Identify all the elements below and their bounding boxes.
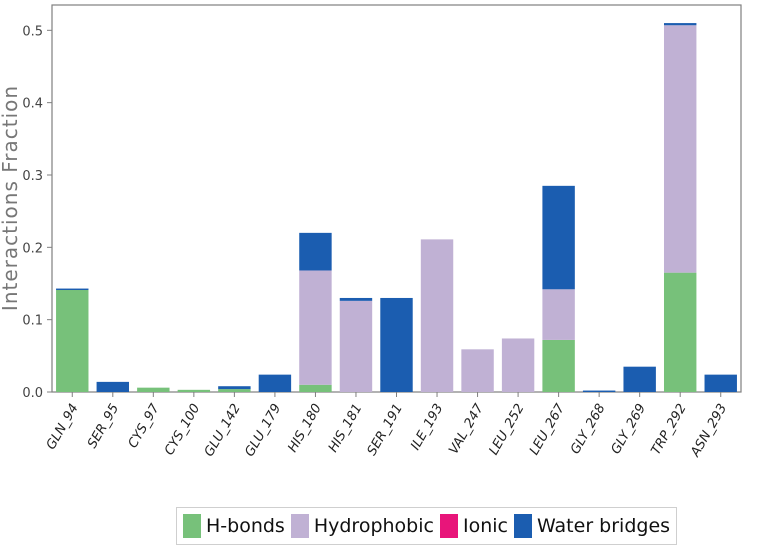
legend-item-water-bridges: Water bridges xyxy=(513,514,671,538)
legend-label-hydrophobic: Hydrophobic xyxy=(313,515,434,537)
bar-gln-94-h-bonds xyxy=(56,290,89,392)
bar-ile-193-hydrophobic xyxy=(420,239,454,392)
x-tick-label: ASN_293 xyxy=(688,402,731,461)
legend-item-hydrophobic: Hydrophobic xyxy=(290,514,434,538)
legend-swatch-water-bridges xyxy=(513,514,532,538)
bar-leu-267-hydrophobic xyxy=(542,289,575,340)
x-tick-label: CYS_97 xyxy=(126,401,164,451)
bar-gly-268-water-bridges xyxy=(582,390,616,392)
x-tick-label: GLN_94 xyxy=(44,402,82,453)
x-tick-label: LEU_267 xyxy=(527,401,568,458)
bar-his-180-water-bridges xyxy=(299,232,332,271)
bar-glu-142-h-bonds xyxy=(218,389,251,392)
y-tick-label: 0.5 xyxy=(22,24,43,39)
y-tick-label: 0.3 xyxy=(22,169,43,184)
y-tick-label: 0.1 xyxy=(22,314,43,329)
x-tick-label: GLY_269 xyxy=(608,402,649,457)
bar-trp-292-water-bridges xyxy=(663,23,697,26)
x-tick-label: TRP_292 xyxy=(649,402,690,458)
bar-asn-293-water-bridges xyxy=(704,374,737,392)
legend-label-hbonds: H-bonds xyxy=(206,515,285,537)
bar-ser-95-water-bridges xyxy=(96,381,130,392)
bar-his-180-h-bonds xyxy=(299,384,332,392)
legend: H-bonds Hydrophobic Ionic Water bridges xyxy=(176,507,678,545)
bar-cys-100-h-bonds xyxy=(177,389,211,392)
legend-label-ionic: Ionic xyxy=(462,515,508,537)
x-tick-label: LEU_252 xyxy=(486,402,527,458)
y-tick-label: 0.2 xyxy=(22,241,43,256)
legend-swatch-ionic xyxy=(439,514,458,538)
bar-glu-179-water-bridges xyxy=(258,374,292,392)
x-tick-label: GLY_268 xyxy=(568,402,609,457)
bar-leu-267-water-bridges xyxy=(542,185,575,290)
legend-label-water-bridges: Water bridges xyxy=(536,515,671,537)
bar-his-181-hydrophobic xyxy=(339,300,373,392)
bar-trp-292-hydrophobic xyxy=(663,25,697,273)
legend-swatch-hydrophobic xyxy=(290,514,309,538)
bar-his-181-water-bridges xyxy=(339,297,373,301)
x-tick-label: VAL_247 xyxy=(446,401,487,457)
x-tick-label: GLU_142 xyxy=(202,402,244,460)
legend-item-ionic: Ionic xyxy=(439,514,508,538)
bar-gly-269-water-bridges xyxy=(623,366,656,392)
y-tick-label: 0.0 xyxy=(22,386,43,401)
bar-cys-97-h-bonds xyxy=(137,387,170,392)
legend-item-hbonds: H-bonds xyxy=(183,514,285,538)
bar-gln-94-water-bridges xyxy=(56,288,89,291)
bar-trp-292-h-bonds xyxy=(663,272,697,392)
x-tick-label: SER_95 xyxy=(85,402,122,452)
x-tick-label: ILE_193 xyxy=(408,402,446,453)
bar-leu-267-h-bonds xyxy=(542,339,575,392)
y-axis-label: Interactions Fraction xyxy=(0,85,22,311)
bar-ser-191-water-bridges xyxy=(380,297,413,392)
legend-swatch-hbonds xyxy=(183,514,201,538)
x-tick-label: HIS_181 xyxy=(326,402,366,456)
bar-leu-252-hydrophobic xyxy=(501,338,535,392)
bar-val-247-hydrophobic xyxy=(461,349,494,392)
x-tick-label: GLU_179 xyxy=(242,402,284,460)
x-tick-label: CYS_100 xyxy=(162,402,203,459)
x-tick-label: SER_191 xyxy=(365,402,406,459)
bar-his-180-hydrophobic xyxy=(299,270,332,385)
y-tick-label: 0.4 xyxy=(22,97,43,112)
x-tick-label: HIS_180 xyxy=(285,402,325,456)
bar-glu-142-water-bridges xyxy=(218,386,251,390)
